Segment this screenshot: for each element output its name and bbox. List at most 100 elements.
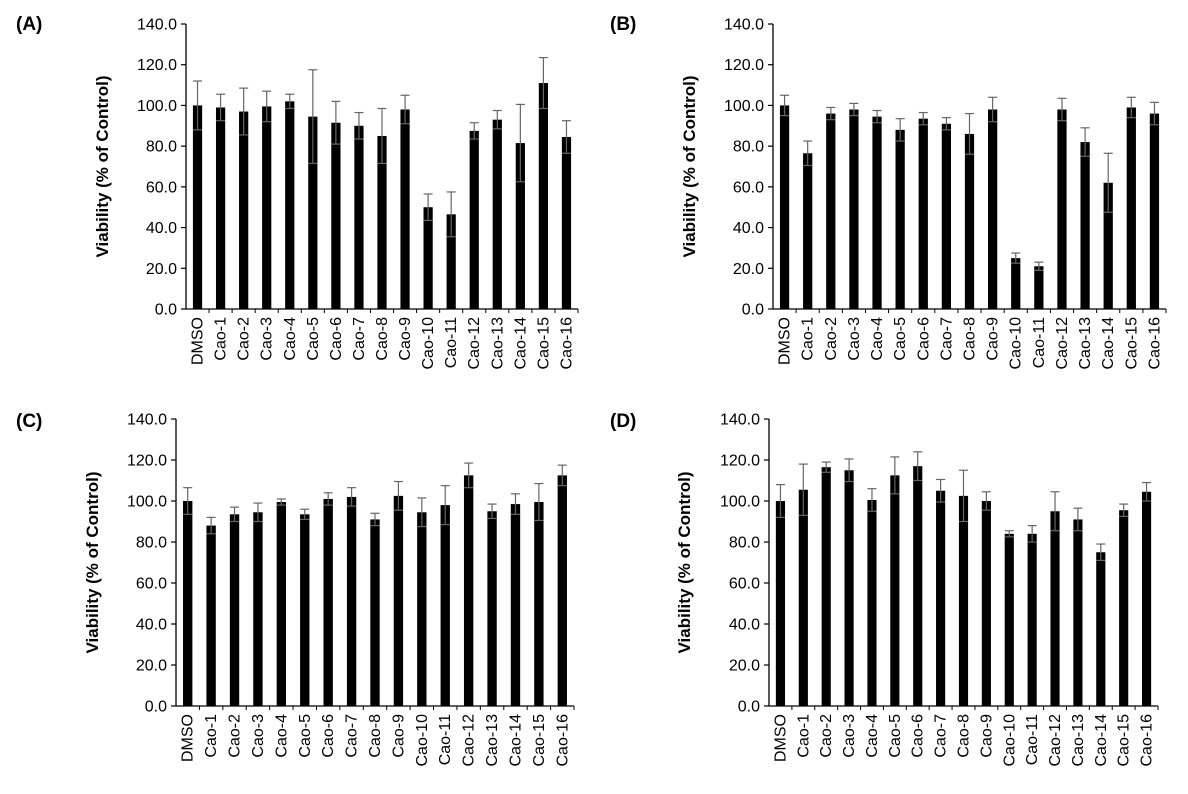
bar [1057, 109, 1067, 309]
bar [417, 512, 427, 706]
bar [253, 512, 263, 706]
x-tick-label: Cao-2 [818, 714, 835, 758]
bar [821, 467, 831, 706]
bar [400, 109, 410, 309]
x-tick-label: Cao-3 [250, 714, 267, 758]
x-tick-label: Cao-16 [1139, 714, 1156, 767]
x-tick-label: Cao-7 [933, 714, 950, 758]
y-tick-label: 120.0 [127, 453, 167, 470]
bar [323, 498, 333, 706]
panel-label: (C) [16, 411, 43, 432]
x-tick-label: Cao-12 [461, 714, 478, 767]
x-tick-label: Cao-8 [956, 714, 973, 758]
x-tick-label: Cao-14 [1093, 714, 1110, 767]
x-tick-label: Cao-16 [558, 317, 575, 370]
y-axis-title: Viability (% of Control) [680, 76, 699, 258]
x-tick-label: Cao-2 [823, 317, 840, 361]
panel-label: (A) [16, 14, 43, 35]
y-axis-title: Viability (% of Control) [93, 76, 112, 258]
y-tick-label: 140.0 [724, 17, 764, 34]
bar [803, 153, 813, 309]
x-tick-label: Cao-5 [892, 317, 909, 361]
x-tick-label: Cao-10 [1001, 714, 1018, 767]
chart-panel-b: (B) 0.0 20.0 40.0 60.0 80.0 100.0 120.0 140.0 Vi… [594, 0, 1188, 397]
bar [936, 490, 946, 706]
y-tick-label: 140.0 [137, 17, 177, 34]
bar [1096, 552, 1106, 706]
bar [262, 106, 272, 309]
y-tick-label: 20.0 [146, 261, 177, 278]
bar [918, 118, 928, 310]
x-tick-label: Cao-13 [1070, 714, 1087, 767]
bar [1027, 533, 1037, 706]
bar [964, 133, 975, 309]
x-tick-label: Cao-15 [531, 714, 548, 767]
bar [844, 470, 854, 706]
bar [941, 123, 952, 309]
bar [538, 83, 549, 310]
bar [346, 496, 357, 706]
bar [192, 105, 203, 309]
x-tick-label: Cao-15 [1123, 317, 1140, 370]
bar [239, 111, 249, 310]
y-tick-label: 100.0 [137, 98, 177, 115]
bar [440, 505, 450, 706]
bar [1004, 533, 1014, 706]
y-tick-label: 20.0 [729, 658, 760, 675]
x-tick-label: Cao-6 [328, 317, 345, 361]
bar [557, 475, 567, 706]
x-tick-label: Cao-10 [414, 714, 431, 767]
y-tick-label: 80.0 [733, 139, 764, 156]
bar [308, 116, 318, 309]
bar [423, 207, 433, 309]
bar [1034, 266, 1044, 309]
x-tick-label: Cao-7 [938, 317, 955, 361]
y-tick-label: 40.0 [729, 617, 760, 634]
bar [534, 502, 544, 706]
x-tick-label: DMSO [777, 317, 794, 365]
bar [331, 122, 341, 309]
panel-label: (B) [610, 14, 637, 35]
y-tick-label: 0.0 [145, 699, 167, 716]
bar [958, 495, 969, 706]
y-axis-title: Viability (% of Control) [675, 472, 694, 654]
y-tick-label: 80.0 [146, 139, 177, 156]
x-tick-label: DMSO [772, 714, 789, 762]
bar [867, 499, 877, 706]
bar [510, 504, 521, 706]
y-tick-label: 100.0 [724, 98, 764, 115]
x-tick-label: Cao-3 [259, 317, 276, 361]
bar [826, 113, 836, 309]
y-tick-label: 0.0 [742, 302, 764, 319]
bar [981, 501, 991, 706]
y-tick-label: 60.0 [729, 576, 760, 593]
x-tick-label: Cao-4 [864, 714, 881, 758]
y-axis-title: Viability (% of Control) [83, 472, 102, 654]
bar [849, 109, 859, 309]
x-tick-label: Cao-12 [466, 317, 483, 370]
bar [1103, 182, 1113, 309]
bar [1119, 510, 1129, 706]
x-tick-label: Cao-7 [351, 317, 368, 361]
bar [798, 489, 808, 706]
x-tick-label: Cao-16 [554, 714, 571, 767]
x-tick-label: Cao-8 [374, 317, 391, 361]
x-tick-label: Cao-5 [887, 714, 904, 758]
chart-panel-c: (C) 0.0 20.0 40.0 60.0 80.0 100.0 120.0 140.0 Vi… [0, 397, 594, 794]
y-tick-label: 140.0 [127, 412, 167, 429]
x-tick-label: Cao-9 [397, 317, 414, 361]
x-tick-label: Cao-16 [1146, 317, 1163, 370]
x-tick-label: Cao-4 [273, 714, 290, 758]
x-tick-label: Cao-11 [443, 317, 460, 368]
x-tick-label: Cao-8 [367, 714, 384, 758]
x-tick-label: Cao-9 [985, 317, 1002, 361]
bar [354, 125, 364, 310]
bar [492, 119, 502, 309]
bar [183, 501, 193, 706]
x-tick-label: Cao-1 [795, 714, 812, 758]
bar [285, 101, 295, 309]
x-tick-label: Cao-14 [512, 317, 529, 370]
chart-panel-a: (A) 0.0 20.0 40.0 60.0 80.0 100.0 120.0 140.0 Vi… [0, 0, 594, 397]
x-tick-label: Cao-4 [869, 317, 886, 361]
x-tick-label: Cao-13 [489, 317, 506, 370]
